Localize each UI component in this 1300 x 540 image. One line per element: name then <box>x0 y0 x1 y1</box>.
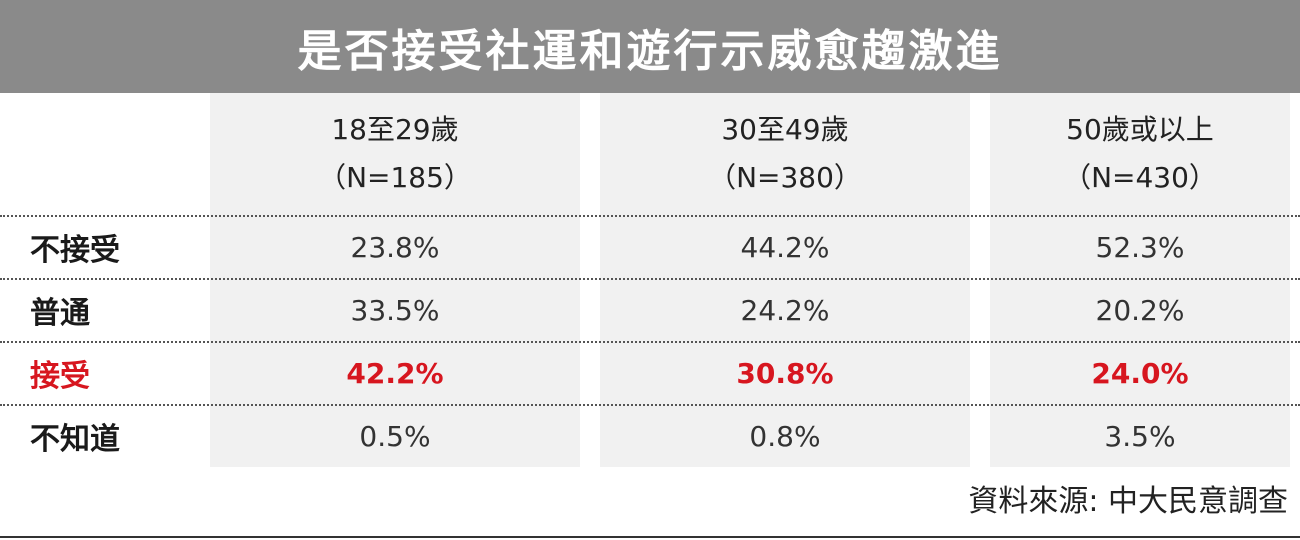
column-header-50-plus: 50歲或以上 （N=430） <box>990 93 1290 215</box>
row-label: 不接受 <box>30 233 120 268</box>
column-header-label: 18至29歲 <box>331 113 459 146</box>
row-label: 普通 <box>30 296 90 331</box>
table-cell: 0.8% <box>749 419 821 453</box>
table-cell: 0.5% <box>359 419 431 453</box>
table-row-neutral: 普通 33.5% 24.2% 20.2% <box>0 279 1300 341</box>
table-cell: 3.5% <box>1104 419 1176 453</box>
row-divider <box>0 404 1300 406</box>
table-cell: 24.2% <box>740 293 830 327</box>
bottom-rule <box>0 536 1300 538</box>
row-divider <box>0 215 1300 217</box>
title-bar: 是否接受社運和遊行示威愈趨激進 <box>0 0 1300 93</box>
table-cell: 23.8% <box>350 230 440 264</box>
column-header-sample-size: （N=430） <box>1063 161 1217 194</box>
row-divider <box>0 341 1300 343</box>
table-cell: 33.5% <box>350 293 440 327</box>
column-header-sample-size: （N=185） <box>318 161 472 194</box>
table-row-dont-know: 不知道 0.5% 0.8% 3.5% <box>0 405 1300 467</box>
row-label: 接受 <box>30 359 90 394</box>
chart-title: 是否接受社運和遊行示威愈趨激進 <box>297 25 1003 77</box>
column-header-label: 30至49歲 <box>721 113 849 146</box>
table-row-accept: 接受 42.2% 30.8% 24.0% <box>0 342 1300 404</box>
column-header-30-49: 30至49歲 （N=380） <box>600 93 970 215</box>
table-cell: 30.8% <box>736 356 834 390</box>
table-row-not-accept: 不接受 23.8% 44.2% 52.3% <box>0 216 1300 278</box>
table-cell: 42.2% <box>346 356 444 390</box>
table-cell: 44.2% <box>740 230 830 264</box>
source-note: 資料來源: 中大民意調查 <box>968 484 1288 519</box>
column-header-sample-size: （N=380） <box>708 161 862 194</box>
table-cell: 20.2% <box>1095 293 1185 327</box>
column-header-label: 50歲或以上 <box>1066 113 1214 146</box>
data-table: 18至29歲 （N=185） 30至49歲 （N=380） 50歲或以上 （N=… <box>0 93 1300 467</box>
column-header-18-29: 18至29歲 （N=185） <box>210 93 580 215</box>
row-divider <box>0 278 1300 280</box>
table-cell: 24.0% <box>1091 356 1189 390</box>
row-label: 不知道 <box>30 422 120 457</box>
table-cell: 52.3% <box>1095 230 1185 264</box>
